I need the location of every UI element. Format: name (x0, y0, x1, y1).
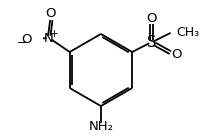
Text: O: O (146, 11, 157, 24)
Text: NH₂: NH₂ (89, 120, 114, 133)
Text: O: O (46, 7, 56, 20)
Text: CH₃: CH₃ (177, 26, 200, 39)
Text: +: + (50, 29, 58, 39)
Text: O: O (171, 48, 181, 61)
Text: N: N (44, 32, 54, 45)
Text: −: − (17, 37, 26, 49)
Text: S: S (147, 35, 156, 50)
Text: O: O (21, 33, 31, 46)
